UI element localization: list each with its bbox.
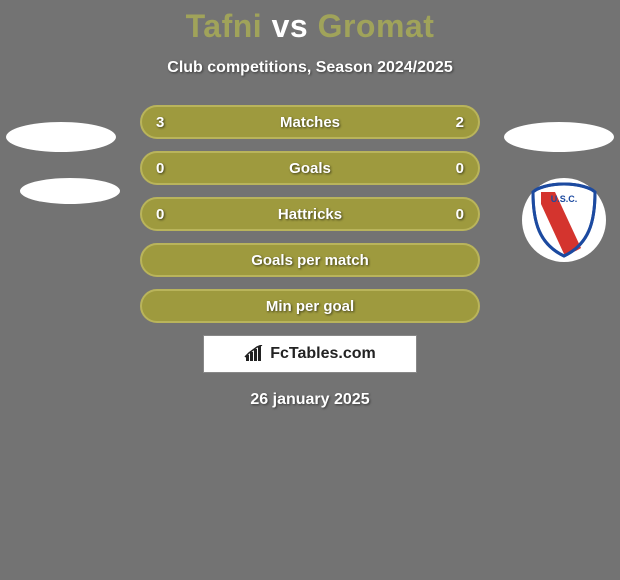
title-player1: Tafni xyxy=(186,8,263,44)
stat-left-value: 0 xyxy=(156,160,164,177)
brand-box: FcTables.com xyxy=(203,335,417,373)
stat-label: Goals xyxy=(289,160,331,177)
stat-left-value: 0 xyxy=(156,206,164,223)
stat-label: Goals per match xyxy=(251,252,369,269)
brand-text: FcTables.com xyxy=(270,345,376,363)
stat-row-hattricks: 0 Hattricks 0 xyxy=(140,197,480,231)
comparison-infographic: Tafni vs Gromat Club competitions, Seaso… xyxy=(0,0,620,580)
stat-row-min-per-goal: Min per goal xyxy=(140,289,480,323)
page-title: Tafni vs Gromat xyxy=(0,0,620,45)
stat-row-matches: 3 Matches 2 xyxy=(140,105,480,139)
stat-row-goals: 0 Goals 0 xyxy=(140,151,480,185)
stat-label: Min per goal xyxy=(266,298,354,315)
chart-icon xyxy=(244,345,266,363)
stat-right-value: 2 xyxy=(456,114,464,131)
stat-row-goals-per-match: Goals per match xyxy=(140,243,480,277)
stat-left-value: 3 xyxy=(156,114,164,131)
subtitle: Club competitions, Season 2024/2025 xyxy=(0,59,620,77)
stats-area: 3 Matches 2 0 Goals 0 0 Hattricks 0 Goal… xyxy=(0,105,620,323)
title-player2: Gromat xyxy=(318,8,435,44)
stat-label: Hattricks xyxy=(278,206,342,223)
stat-label: Matches xyxy=(280,114,340,131)
title-vs: vs xyxy=(272,8,309,44)
stat-right-value: 0 xyxy=(456,160,464,177)
date-text: 26 january 2025 xyxy=(0,391,620,409)
stat-right-value: 0 xyxy=(456,206,464,223)
